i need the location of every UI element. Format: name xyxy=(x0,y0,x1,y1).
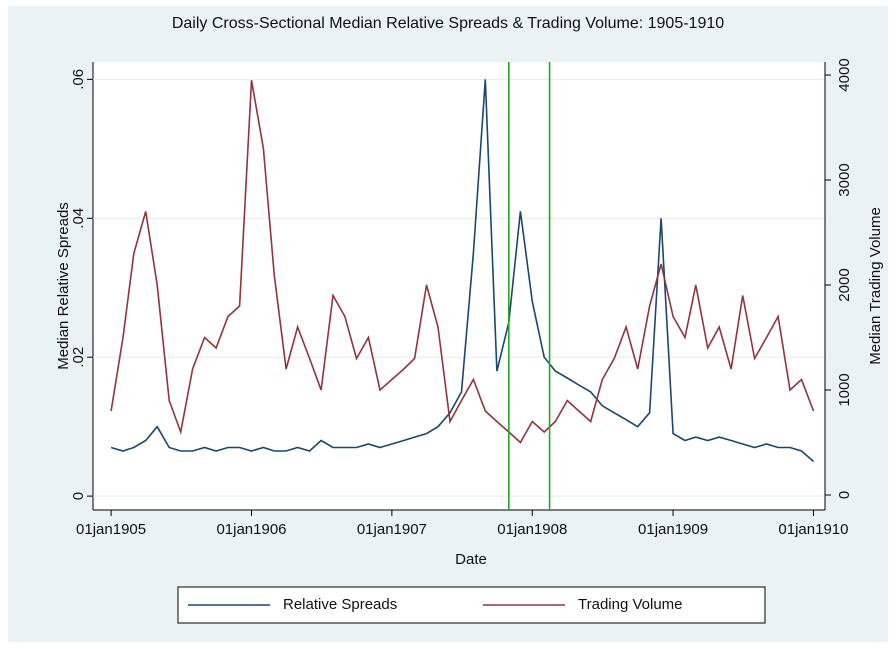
y2-tick-label: 1000 xyxy=(836,373,853,406)
y-tick-label: .02 xyxy=(70,347,87,368)
legend-box xyxy=(177,586,766,624)
y-axis-title: Median Relative Spreads xyxy=(55,202,72,370)
y2-tick-label: 0 xyxy=(836,491,853,499)
y2-tick-label: 4000 xyxy=(836,58,853,91)
legend-label: Trading Volume xyxy=(578,596,683,613)
y-tick-label: .04 xyxy=(70,208,87,229)
x-tick-label: 01jan1905 xyxy=(76,521,146,538)
x-tick-label: 01jan1909 xyxy=(638,521,708,538)
series-line xyxy=(110,80,815,444)
x-tick-label: 01jan1910 xyxy=(778,521,848,538)
chart-title: Daily Cross-Sectional Median Relative Sp… xyxy=(172,15,724,32)
y2-axis-title: Median Trading Volume xyxy=(867,207,884,365)
y-tick-label: 0 xyxy=(70,492,87,500)
y2-tick-label: 3000 xyxy=(836,163,853,196)
plot-area xyxy=(93,62,825,510)
series-line xyxy=(110,79,815,463)
x-tick-label: 01jan1906 xyxy=(216,521,286,538)
y2-tick-label: 2000 xyxy=(836,268,853,301)
x-tick-label: 01jan1908 xyxy=(497,521,567,538)
x-tick-label: 01jan1907 xyxy=(357,521,427,538)
y-tick-label: .06 xyxy=(70,69,87,90)
x-axis-title: Date xyxy=(455,551,487,568)
legend-label: Relative Spreads xyxy=(283,596,397,613)
